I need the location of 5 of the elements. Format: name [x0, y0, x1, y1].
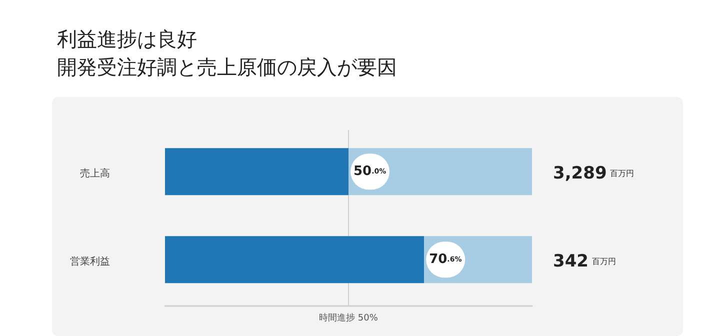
chart-subtitle: 開発受注好調と売上原価の戻入が要因 — [57, 55, 397, 79]
chart-title: 利益進捗は良好 — [57, 27, 197, 51]
y-tick-label: 営業利益 — [70, 256, 110, 268]
y-tick-label: 売上高 — [80, 168, 110, 180]
ref-line-label: 時間進捗 50% — [319, 312, 378, 324]
